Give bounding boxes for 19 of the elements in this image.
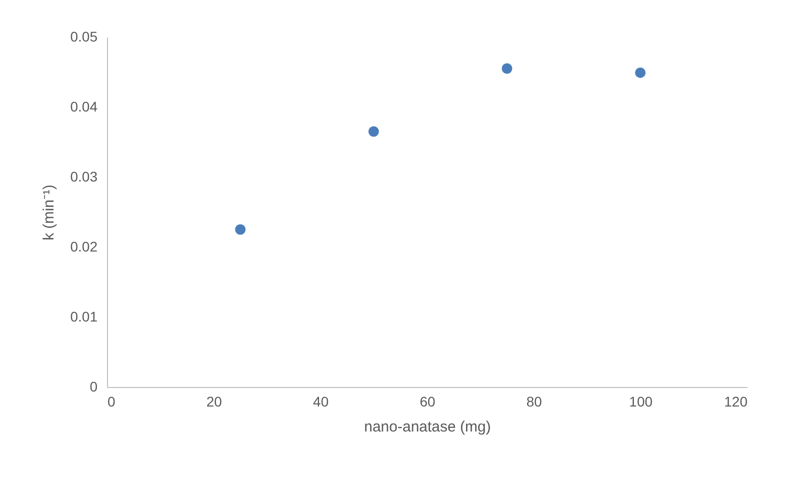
x-tick-label: 40	[313, 394, 329, 410]
point	[235, 224, 246, 235]
point	[635, 67, 646, 78]
x-tick-label: 120	[724, 394, 748, 410]
y-tick-label: 0.01	[70, 308, 98, 324]
y-tick-label: 0.05	[70, 28, 98, 44]
y-tick-label: 0.02	[70, 238, 98, 254]
x-tick-label: 0	[108, 394, 116, 410]
y-tick-label: 0.04	[70, 98, 98, 114]
x-axis-title: nano-anatase (mg)	[364, 418, 491, 436]
y-tick-label: 0.03	[70, 168, 98, 184]
y-tick-label: 0	[90, 378, 98, 394]
y-axis-title: k (min⁻¹)	[40, 184, 58, 240]
x-tick-label: 20	[206, 394, 222, 410]
x-tick-label: 60	[420, 394, 436, 410]
point	[502, 63, 512, 74]
x-tick-label: 100	[629, 394, 653, 410]
point	[368, 126, 379, 137]
x-tick-label: 80	[526, 394, 542, 410]
